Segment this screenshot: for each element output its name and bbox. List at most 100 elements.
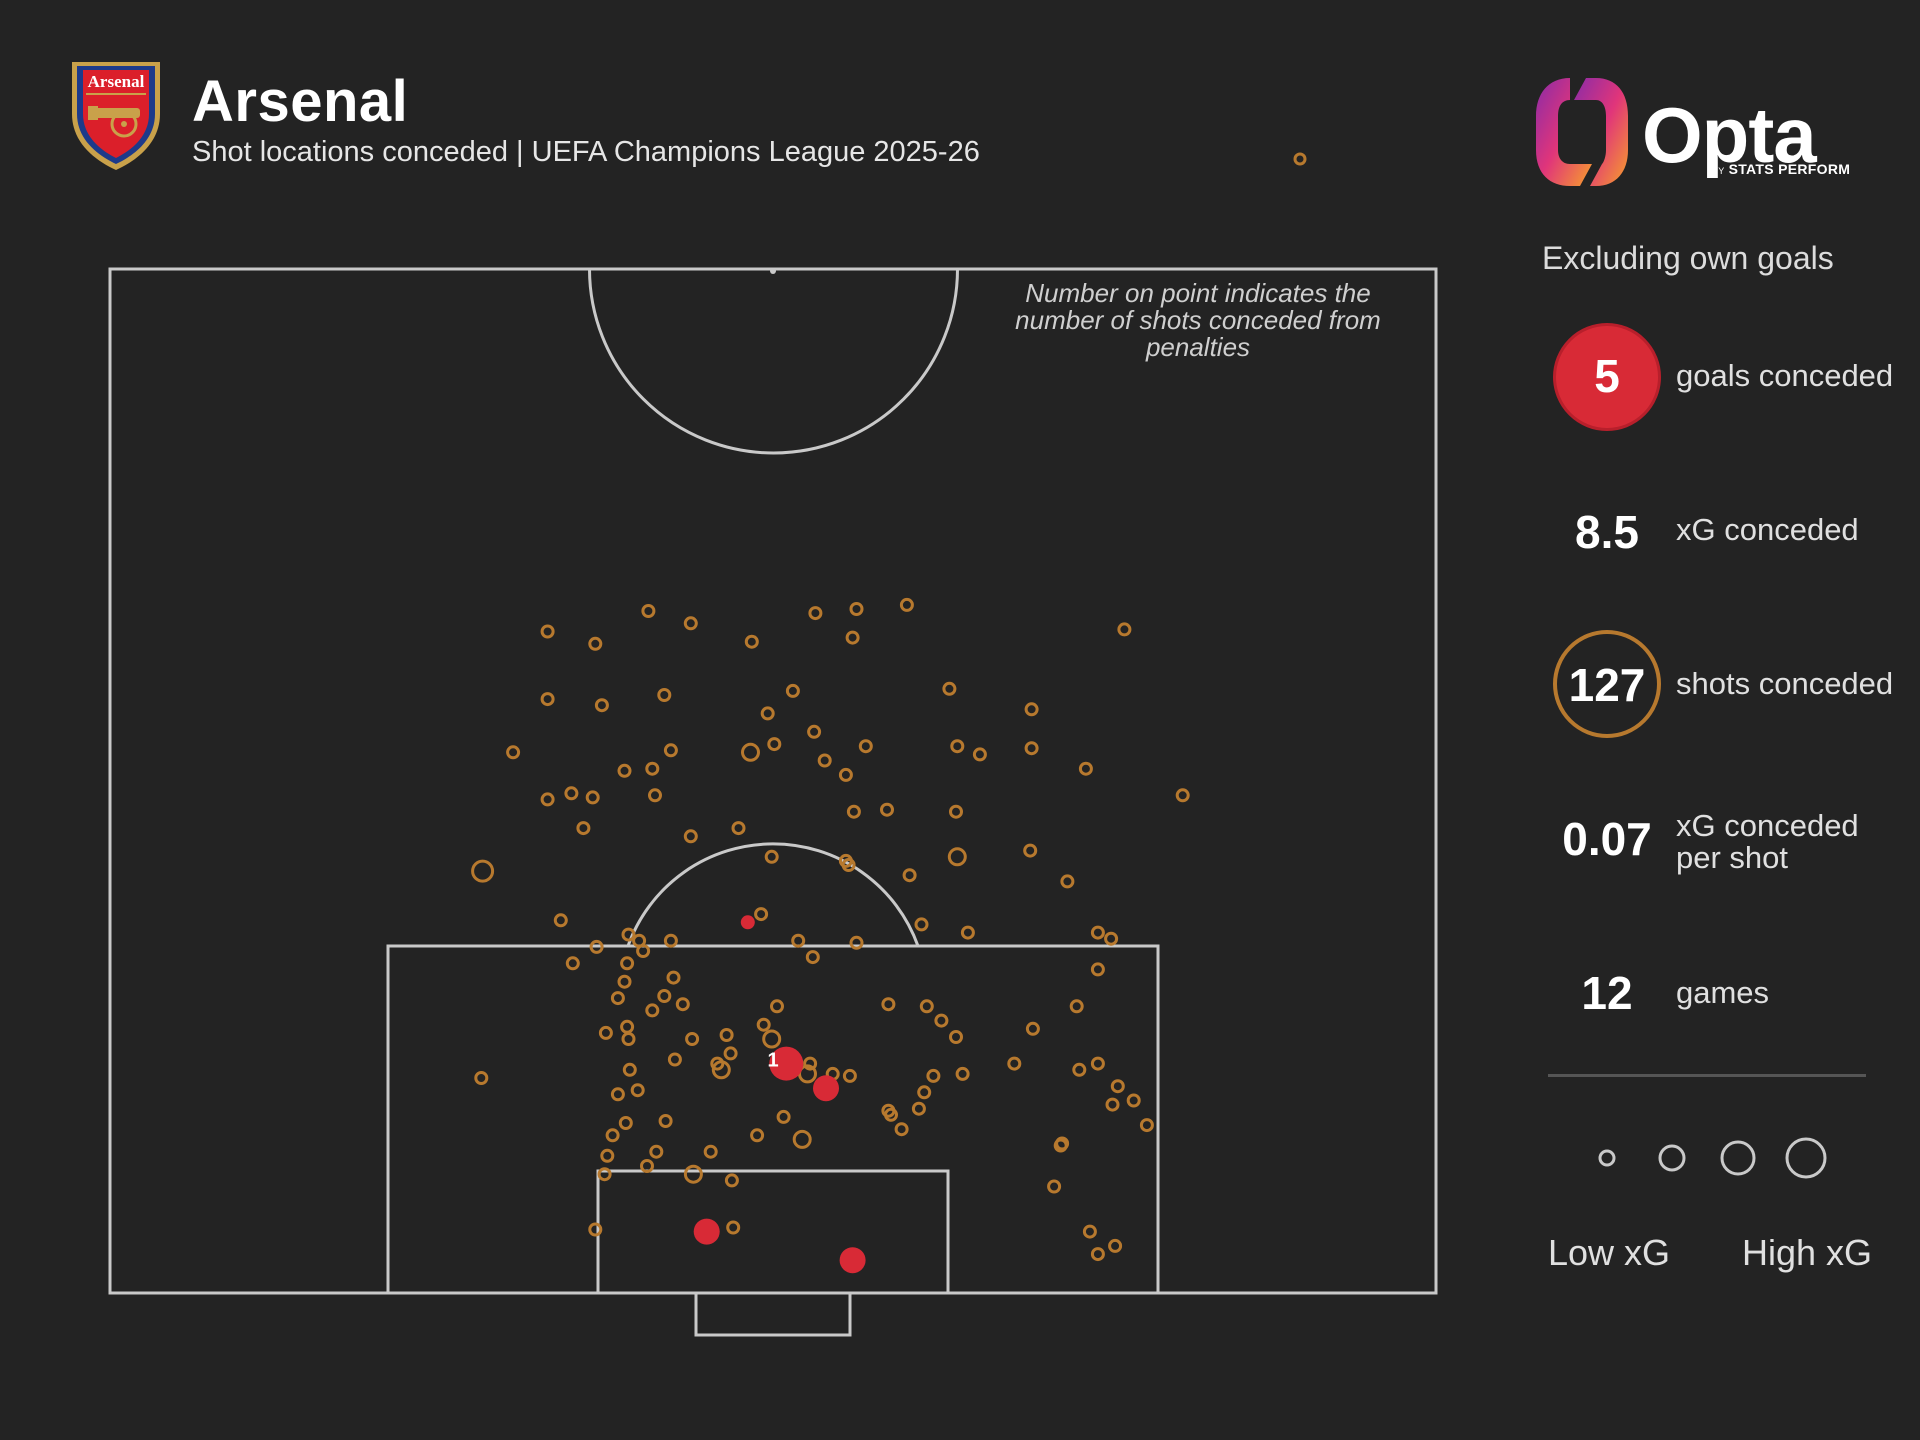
shot-point — [881, 997, 896, 1012]
shot-point — [597, 1167, 612, 1182]
shot-point — [471, 859, 495, 883]
six-yard-box — [596, 1169, 950, 1295]
shot-point — [767, 737, 782, 752]
pitch-outline — [108, 267, 1438, 1295]
shot-point — [620, 1019, 635, 1034]
shot-point — [1108, 1238, 1123, 1253]
shot-point — [762, 1029, 782, 1049]
penalty-arc — [626, 842, 920, 947]
shot-point — [1090, 962, 1105, 977]
games-value: 12 — [1581, 967, 1633, 1019]
shot-point — [683, 829, 698, 844]
shot-point — [506, 745, 521, 760]
chart-title: Arsenal — [192, 69, 409, 134]
shot-point — [667, 1052, 682, 1067]
shot-point — [683, 616, 698, 631]
opta-logo-icon — [1536, 78, 1628, 186]
shots-layer — [471, 597, 1190, 1262]
shot-point — [1025, 1021, 1040, 1036]
goals-value: 5 — [1594, 350, 1620, 402]
shot-point — [776, 1109, 791, 1124]
shot-point — [1126, 1093, 1141, 1108]
penalty-box — [386, 944, 1160, 1295]
shot-point — [598, 1025, 613, 1040]
legend-size-2-icon — [1658, 1144, 1686, 1172]
shot-point — [1024, 741, 1039, 756]
shot-point — [1023, 843, 1038, 858]
shot-point — [880, 802, 894, 817]
shot-point — [1069, 999, 1084, 1014]
shot-point — [640, 1159, 654, 1173]
shot-point — [648, 788, 662, 803]
goal-point — [693, 1218, 720, 1245]
shot-point — [838, 767, 853, 782]
svg-text:Arsenal: Arsenal — [88, 72, 145, 91]
chart-subtitle: Shot locations conceded | UEFA Champions… — [192, 136, 980, 168]
shot-point — [711, 1060, 731, 1080]
shot-point — [842, 1068, 857, 1083]
shots-badge — [1553, 630, 1661, 738]
shot-point — [1024, 702, 1039, 717]
shot-point — [553, 913, 568, 928]
shot-point — [1090, 1056, 1105, 1071]
shot-point — [719, 1028, 734, 1042]
shot-point — [1175, 788, 1190, 803]
xg-label: xG conceded — [1676, 512, 1859, 547]
centre-circle — [588, 268, 959, 455]
shot-point — [663, 933, 678, 948]
shot-point — [540, 692, 555, 707]
shot-point — [703, 1144, 718, 1159]
shot-point — [911, 1101, 926, 1116]
shot-point — [805, 950, 820, 965]
shot-point — [1072, 1062, 1087, 1077]
shot-point — [474, 1071, 489, 1085]
shot-point — [726, 1220, 741, 1235]
shot-point — [663, 743, 678, 758]
shot-point — [955, 1066, 970, 1081]
opta-subtitle: BY STATS PERFORM — [1712, 161, 1851, 177]
shot-point — [846, 804, 861, 819]
stats-divider — [1548, 1074, 1866, 1077]
shot-point — [764, 849, 779, 864]
goal-point — [769, 1046, 804, 1081]
shot-point — [649, 1144, 664, 1159]
shot-point — [972, 747, 987, 762]
shot-point — [1090, 1247, 1105, 1262]
shot-point — [1047, 1179, 1062, 1194]
shot-point — [658, 1114, 673, 1128]
xg-value: 8.5 — [1575, 506, 1639, 558]
shot-point — [1007, 1056, 1022, 1071]
shot-point — [610, 1087, 625, 1102]
games-label: games — [1676, 975, 1770, 1010]
shot-point — [666, 970, 681, 985]
penalty-note: Number on point indicates the number of … — [1015, 278, 1381, 362]
shot-point — [645, 1003, 660, 1018]
shot-point — [675, 997, 690, 1012]
shot-point — [858, 739, 873, 754]
xg-per-shot-label: xG conceded per shot — [1676, 808, 1859, 875]
legend-size-3-icon — [1720, 1140, 1756, 1176]
goal-point — [813, 1075, 839, 1102]
shot-point — [1105, 1097, 1120, 1112]
legend-high-label: High xG — [1742, 1232, 1873, 1273]
shot-point — [683, 1164, 703, 1184]
xg-size-legend — [1598, 1137, 1827, 1179]
shot-point — [724, 1173, 739, 1188]
shot-point — [617, 763, 632, 778]
shot-point — [589, 939, 604, 954]
xg-per-shot-value: 0.07 — [1562, 813, 1652, 865]
shot-point — [657, 688, 672, 702]
shot-point — [630, 1083, 645, 1098]
shot-point — [540, 792, 555, 807]
shot-point — [914, 917, 929, 932]
shot-point — [1090, 925, 1105, 940]
shot-point — [960, 925, 975, 940]
goals-label: goals conceded — [1676, 358, 1894, 393]
shot-point — [808, 606, 823, 621]
shot-point — [785, 683, 800, 698]
shot-point — [803, 1056, 818, 1071]
shot-point — [741, 742, 760, 762]
shot-point — [723, 1046, 738, 1061]
shot-point — [947, 847, 967, 867]
